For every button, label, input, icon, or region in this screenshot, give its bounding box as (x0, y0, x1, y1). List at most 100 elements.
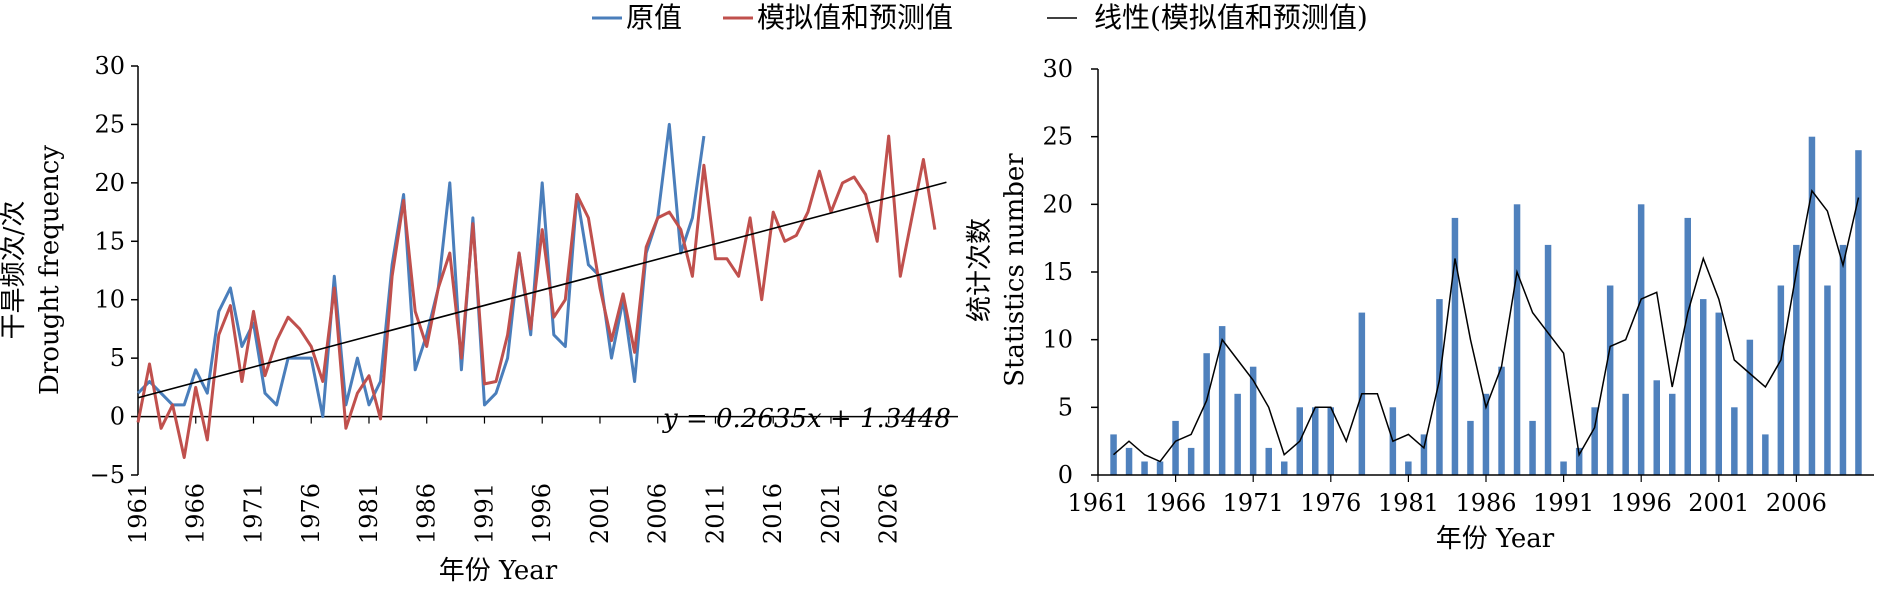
left-y-tick-label: 10 (94, 286, 125, 314)
left-x-tick-label: 2006 (644, 483, 672, 544)
bar (1560, 461, 1567, 475)
right-y-tick-label: 5 (1058, 393, 1073, 421)
right-x-tick-label: 2001 (1688, 489, 1749, 517)
bar (1591, 407, 1598, 475)
left-x-tick-label: 2021 (817, 483, 845, 544)
left-x-tick-label: 2016 (759, 483, 787, 544)
bar (1265, 447, 1272, 475)
bar (1606, 285, 1614, 475)
bar (1420, 434, 1428, 475)
left-x-tick-label: 2001 (586, 483, 614, 544)
legend-item-linear: 线性(模拟值和预测值) (1047, 1, 1368, 34)
bar (1498, 366, 1505, 475)
bar (1700, 299, 1707, 475)
right-x-tick-label: 2006 (1766, 489, 1827, 517)
bar (1653, 380, 1660, 475)
bar (1529, 420, 1536, 475)
bar (1684, 217, 1691, 475)
right-x-axis-title: 年份 Year (1436, 524, 1555, 554)
bar (1575, 447, 1583, 475)
bar (1451, 217, 1459, 475)
legend-item-simulated: 模拟值和预测值 (723, 1, 953, 34)
bar (1669, 393, 1676, 475)
bar (1234, 393, 1241, 475)
right-x-tick-label: 1966 (1145, 489, 1206, 517)
right-y-tick-label: 30 (1042, 55, 1073, 83)
left-x-tick-labels: 1961 1966 1971 1976 1981 1986 1991 1996 2001 2006… (124, 416, 903, 544)
right-x-tick-label: 1976 (1300, 489, 1361, 517)
trend-equation: y = 0.2635x + 1.3448 (662, 404, 951, 434)
left-x-tick-label: 2011 (701, 483, 729, 544)
bar (1125, 447, 1133, 475)
bar (1839, 244, 1847, 475)
legend-label-original: 原值 (626, 1, 682, 34)
left-y-tick-labels: −5 0 5 10 15 20 25 30 (90, 52, 138, 489)
right-y-tick-label: 10 (1042, 326, 1073, 354)
bar (1405, 461, 1412, 475)
bar (1513, 204, 1521, 476)
series-line-original (136, 122, 706, 419)
legend: 原值 模拟值和预测值 线性(模拟值和预测值) (592, 1, 1368, 34)
trend-line (137, 181, 947, 399)
right-y-tick-label: 20 (1042, 190, 1073, 218)
right-x-tick-label: 1971 (1223, 489, 1284, 517)
left-y-axis-title-cn: 干旱频次/次 (0, 201, 29, 340)
bar (1746, 339, 1754, 475)
bar (1731, 407, 1738, 475)
right-x-tick-label: 1986 (1455, 489, 1516, 517)
bar (1824, 285, 1831, 475)
right-bar-chart: 0 5 10 15 20 25 30 1961 1966 1971 1976 1981 1986 199… (965, 55, 1874, 554)
series-line-simulated (136, 134, 937, 459)
bar (1637, 204, 1645, 476)
right-x-tick-label: 1981 (1378, 489, 1439, 517)
left-y-tick-label: 0 (110, 403, 125, 431)
right-bars (1110, 136, 1862, 476)
left-y-tick-label: 25 (94, 110, 125, 138)
left-x-axis-title: 年份 Year (439, 556, 558, 586)
bar (1467, 420, 1474, 475)
legend-item-original: 原值 (592, 1, 682, 34)
left-x-tick-label: 1961 (124, 483, 152, 544)
bar (1281, 461, 1288, 475)
right-x-tick-label: 1996 (1611, 489, 1672, 517)
bar (1218, 326, 1226, 475)
bar (1715, 312, 1722, 475)
left-x-tick-label: 1976 (297, 483, 325, 544)
right-x-tick-label: 1991 (1533, 489, 1594, 517)
left-x-tick-label: 1996 (528, 483, 556, 544)
bar (1141, 461, 1148, 475)
left-x-tick-label: 1971 (239, 483, 267, 544)
bar (1482, 393, 1490, 475)
left-x-tick-label: 1986 (413, 483, 441, 544)
right-y-axis-title-cn: 统计次数 (965, 218, 995, 322)
bar (1777, 285, 1785, 475)
left-y-tick-label: 15 (94, 227, 125, 255)
left-x-tick-label: 2026 (875, 483, 903, 544)
legend-label-linear: 线性(模拟值和预测值) (1094, 1, 1368, 34)
bar (1808, 136, 1816, 475)
bar (1327, 407, 1334, 475)
right-y-tick-label: 25 (1042, 123, 1073, 151)
bar (1544, 244, 1552, 475)
left-y-tick-label: −5 (90, 461, 125, 489)
bar (1436, 299, 1443, 475)
bar (1793, 244, 1800, 475)
right-x-tick-labels: 1961 1966 1971 1976 1981 1986 1991 1996 2001 2006 (1067, 475, 1827, 517)
bar (1762, 434, 1769, 475)
left-y-tick-label: 20 (94, 169, 125, 197)
bar (1855, 150, 1862, 475)
right-statistics-line (1113, 189, 1860, 463)
right-y-tick-label: 0 (1058, 461, 1073, 489)
left-x-tick-label: 1991 (470, 483, 498, 544)
bar (1249, 366, 1257, 475)
bar (1156, 461, 1164, 475)
bar (1172, 420, 1179, 475)
left-series (136, 122, 937, 459)
bar (1203, 353, 1210, 475)
right-y-axis-title-en: Statistics number (1000, 153, 1030, 387)
bar (1312, 407, 1319, 475)
left-x-tick-label: 1966 (182, 483, 210, 544)
